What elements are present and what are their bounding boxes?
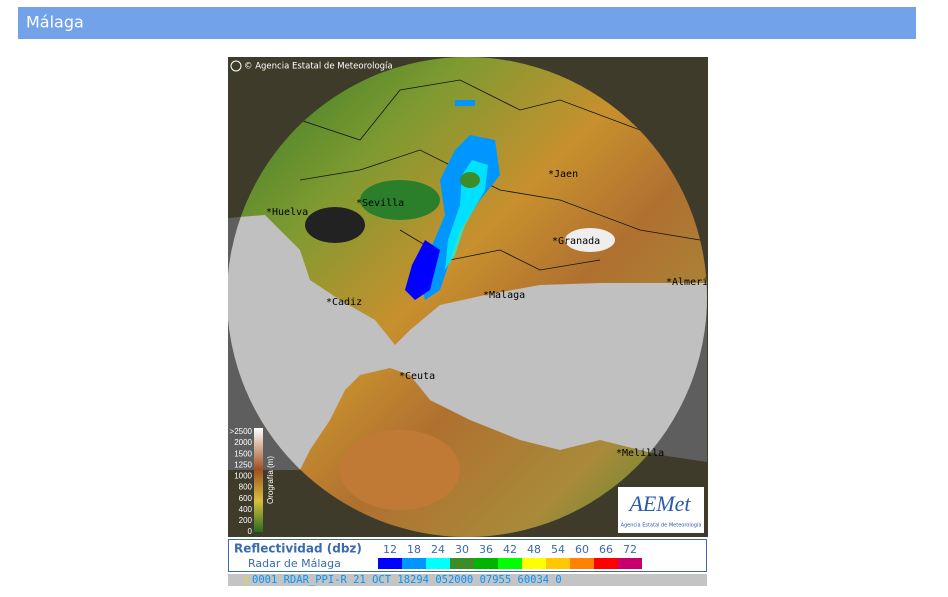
copyright: © Agencia Estatal de Meteorología xyxy=(244,62,393,72)
legend-level: 54 xyxy=(551,543,565,556)
radar-image: © Agencia Estatal de Meteorología *Jaen … xyxy=(228,57,714,537)
legend-level: 72 xyxy=(623,543,637,556)
legend-swatch xyxy=(546,558,570,569)
legend-title: Reflectividad (dbz) xyxy=(234,542,362,556)
legend-swatch xyxy=(402,558,426,569)
legend-level: 36 xyxy=(479,543,493,556)
radar-echoes xyxy=(405,100,500,300)
orography-label: 600 xyxy=(239,494,253,503)
legend-level: 18 xyxy=(407,543,421,556)
legend-level: 24 xyxy=(431,543,445,556)
legend-level: 12 xyxy=(383,543,397,556)
footer-text: 0001 RDAR_PPI-R 21 OCT 18294 052000 0795… xyxy=(252,574,562,586)
orography-label: 1500 xyxy=(234,449,252,458)
footer-prefix: 1 xyxy=(243,575,249,586)
legend-swatch xyxy=(594,558,618,569)
orography-label: 200 xyxy=(239,516,253,525)
legend-level: 30 xyxy=(455,543,469,556)
footer-bar xyxy=(228,574,707,586)
city-label: *Sevilla xyxy=(356,198,404,209)
orography-title: Orografía (m) xyxy=(266,456,275,504)
city-label: *Melilla xyxy=(616,448,664,459)
legend-swatch xyxy=(378,558,402,569)
orography-label: 0 xyxy=(248,527,253,536)
orography-scale xyxy=(254,428,263,532)
legend-swatch xyxy=(426,558,450,569)
legend-swatch xyxy=(522,558,546,569)
orography-label: 2000 xyxy=(234,438,252,447)
legend-swatch xyxy=(618,558,642,569)
legend-level: 42 xyxy=(503,543,517,556)
legend-level: 48 xyxy=(527,543,541,556)
header-bar xyxy=(18,7,916,39)
orography-label: 1250 xyxy=(234,460,252,469)
orography-label: 800 xyxy=(239,483,253,492)
city-label: *Malaga xyxy=(483,290,525,301)
legend-swatch xyxy=(570,558,594,569)
city-label: *Jaen xyxy=(548,169,578,180)
city-label: *Cadiz xyxy=(326,297,362,308)
city-label: *Ceuta xyxy=(399,371,435,382)
orography-label: >2500 xyxy=(230,427,253,436)
logo-subtitle: Agencia Estatal de Meteorología xyxy=(621,522,702,529)
city-label: *Almeria xyxy=(666,277,714,288)
legend-subtitle: Radar de Málaga xyxy=(248,557,341,570)
legend-level: 66 xyxy=(599,543,613,556)
legend-level: 60 xyxy=(575,543,589,556)
header-title: Málaga xyxy=(26,13,84,32)
legend-swatch xyxy=(450,558,474,569)
orography-label: 1000 xyxy=(234,472,252,481)
city-label: *Granada xyxy=(552,236,600,247)
legend-swatch xyxy=(474,558,498,569)
legend-swatch xyxy=(498,558,522,569)
orography-label: 400 xyxy=(239,505,253,514)
logo-name: AEMet xyxy=(627,491,691,516)
logo-box xyxy=(618,487,704,533)
city-label: *Huelva xyxy=(266,207,308,218)
